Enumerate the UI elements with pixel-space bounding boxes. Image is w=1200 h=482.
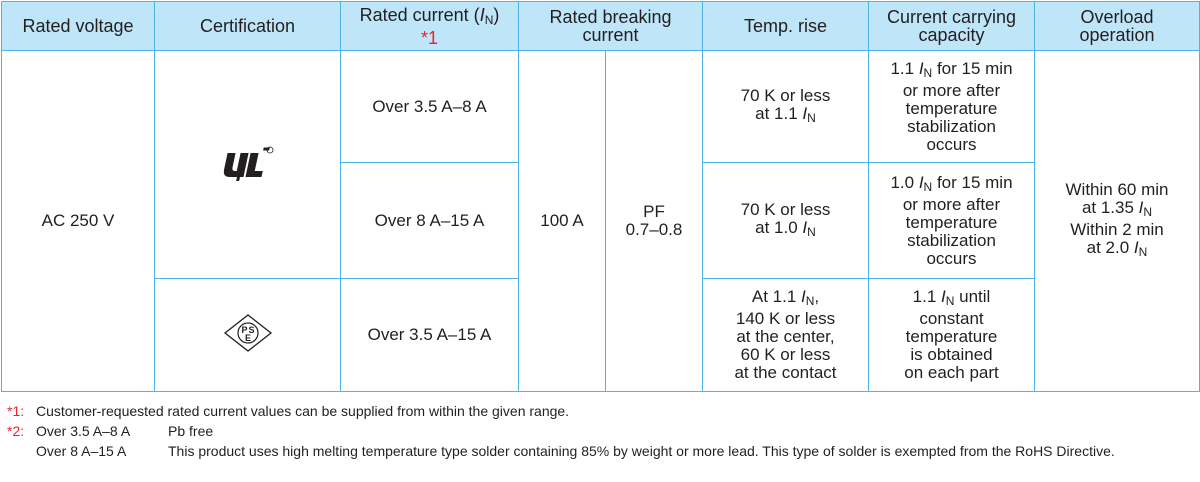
header-rated-current: Rated current (IN) *1 <box>340 1 519 51</box>
header-row: Rated voltage Certification Rated curren… <box>1 1 1200 51</box>
footnote-ref-1: *1 <box>420 27 438 48</box>
rated-current-value: Over 8 A–15 A <box>374 210 485 230</box>
breaking-current-value: 100 A <box>540 211 584 230</box>
temp-rise-cell: 70 K or less at 1.1 IN <box>702 50 869 163</box>
pf-range: 0.7–0.8 <box>625 220 683 239</box>
temp-rise-cell: 70 K or less at 1.0 IN <box>702 162 869 279</box>
rated-voltage-value: AC 250 V <box>41 211 115 230</box>
rated-current-value: Over 3.5 A–15 A <box>367 325 492 344</box>
certification-ul-cell <box>154 50 341 279</box>
capacity-cell: 1.0 IN for 15 min or more after temperat… <box>868 162 1035 279</box>
header-overload-label: Overload operation <box>1079 7 1155 45</box>
table-row: P S E Over 3.5 A–15 A At 1.1 IN, 140 K o… <box>2 278 1200 392</box>
spec-table: Rated voltage Certification Rated curren… <box>1 1 1200 392</box>
footnote-2b: Over 8 A–15 A This product uses high mel… <box>7 441 1195 461</box>
footnote-2-text: This product uses high melting temperatu… <box>168 443 1115 459</box>
svg-text:E: E <box>244 333 250 343</box>
capacity-cell: 1.1 IN until constant temperature is obt… <box>868 278 1035 392</box>
header-rated-voltage: Rated voltage <box>1 1 155 51</box>
certification-pse-cell: P S E <box>154 278 341 392</box>
footnote-1: *1: Customer-requested rated current val… <box>7 401 1195 421</box>
breaking-current-cell: 100 A <box>518 50 606 392</box>
power-factor-cell: PF 0.7–0.8 <box>605 50 703 392</box>
rated-voltage-cell: AC 250 V <box>1 50 155 392</box>
header-rated-breaking-current: Rated breaking current <box>518 1 703 51</box>
pf-label: PF <box>643 202 665 221</box>
pse-mark-icon: P S E <box>223 314 272 352</box>
capacity-cell: 1.1 IN for 15 min or more after temperat… <box>868 50 1035 163</box>
temp-rise-cell: At 1.1 IN, 140 K or less at the center, … <box>702 278 869 392</box>
footnote-2-mark: *2: <box>7 423 25 439</box>
rated-current-cell: Over 3.5 A–8 A <box>340 50 519 163</box>
header-breaking-label: Rated breaking current <box>549 7 672 45</box>
header-temp-rise: Temp. rise <box>702 1 869 51</box>
footnote-2a: *2: Over 3.5 A–8 A Pb free <box>7 421 1195 441</box>
rated-current-cell: Over 8 A–15 A <box>340 162 519 279</box>
footnote-1-mark: *1: <box>7 403 25 419</box>
footnote-2-range: Over 8 A–15 A <box>36 443 127 459</box>
rated-current-cell: Over 3.5 A–15 A <box>340 278 519 392</box>
ul-recognized-mark-icon <box>223 146 273 184</box>
rated-current-value: Over 3.5 A–8 A <box>372 96 487 116</box>
header-temp-rise-label: Temp. rise <box>743 16 828 36</box>
table-row: AC 250 V Over 3.5 A–8 A 100 A PF 0.7–0.8… <box>1 50 1200 392</box>
footnote-2-range: Over 3.5 A–8 A <box>36 423 131 439</box>
svg-text:P: P <box>241 325 247 335</box>
footnotes: *1: Customer-requested rated current val… <box>7 401 1195 461</box>
header-current-carrying-capacity: Current carrying capacity <box>868 1 1035 51</box>
footnote-1-text: Customer-requested rated current values … <box>36 403 570 419</box>
svg-text:S: S <box>248 325 254 335</box>
overload-cell: Within 60 min at 1.35 IN Within 2 min at… <box>1034 50 1200 392</box>
table-row: Over 8 A–15 A 70 K or less at 1.0 IN 1.0… <box>2 162 1200 279</box>
header-certification: Certification <box>154 1 341 51</box>
footnote-2-text: Pb free <box>168 423 214 439</box>
header-certification-label: Certification <box>199 16 296 36</box>
header-capacity-label: Current carrying capacity <box>886 7 1017 45</box>
header-rated-voltage-label: Rated voltage <box>22 16 134 36</box>
header-rated-current-label: Rated current (IN) <box>359 4 500 27</box>
header-overload-operation: Overload operation <box>1034 1 1200 51</box>
